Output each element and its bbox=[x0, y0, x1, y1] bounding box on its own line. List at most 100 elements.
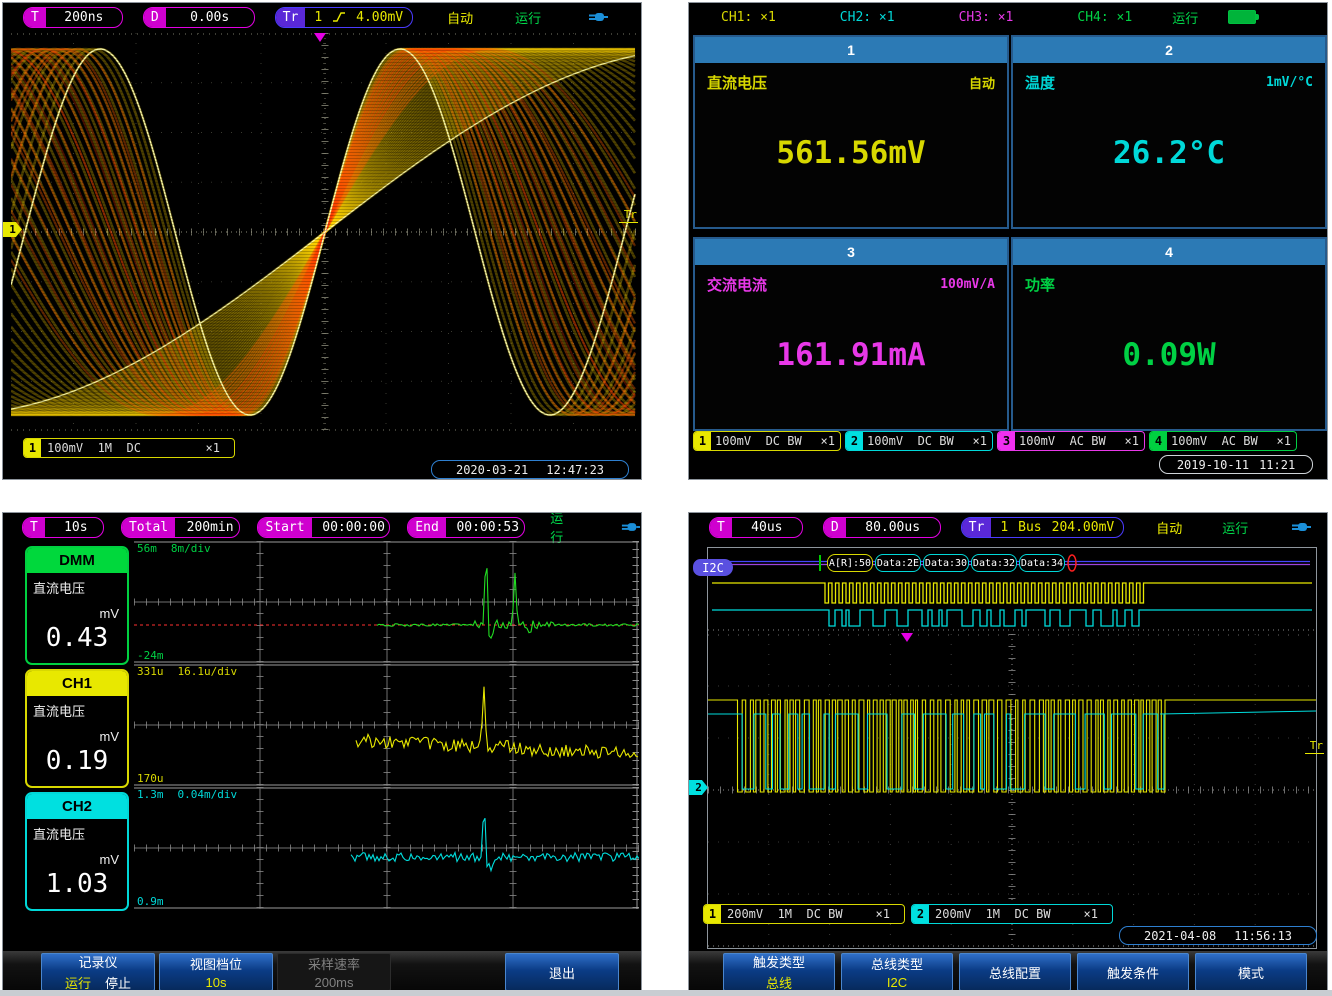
ch2-scale-label: 0.04m/div bbox=[177, 788, 238, 801]
bus-config-button[interactable]: 总线配置 bbox=[959, 953, 1071, 991]
ch1-min-label: 170u bbox=[137, 772, 164, 785]
start-pill[interactable]: Start 00:00:00 bbox=[257, 516, 391, 538]
rising-edge-icon bbox=[333, 12, 346, 22]
scope-screen-waveform: T 200ns D 0.00s Tr 1 4.00mV 自动 运行 bbox=[2, 2, 642, 480]
q4-time: 11:56:13 bbox=[1234, 928, 1293, 943]
acquire-mode: 自动 bbox=[1156, 521, 1183, 537]
ch2-function: 直流电压 bbox=[33, 827, 86, 842]
bus-type-button[interactable]: 总线类型 I2C bbox=[841, 953, 953, 991]
trigger-position-marker[interactable] bbox=[901, 633, 913, 642]
power-plug-icon bbox=[621, 523, 641, 531]
recorder-stop-option[interactable]: 停止 bbox=[105, 976, 132, 991]
panel4-function: 功率 bbox=[1025, 277, 1056, 294]
q4-header: T 40us D 80.00us Tr 1 Bus 204.00mV 自动 运行 bbox=[689, 513, 1327, 541]
exit-label: 退出 bbox=[548, 965, 575, 981]
bus-name-badge[interactable]: I2C bbox=[693, 559, 733, 576]
ch1-settings-pill[interactable]: 1 100mV 1M DC ×1 bbox=[23, 438, 235, 458]
ch1-probe: ×1 bbox=[820, 434, 835, 448]
mode-button[interactable]: 模式 bbox=[1195, 953, 1307, 991]
q3-softkey-bar: 记录仪 运行 停止 视图档位 10s 采样速率 200ms 退出 bbox=[3, 951, 641, 995]
q2-header: CH1: ×1 CH2: ×1 CH3: ×1 CH4: ×1 运行 bbox=[689, 3, 1327, 31]
q1-header: T 200ns D 0.00s Tr 1 4.00mV 自动 运行 bbox=[3, 3, 641, 31]
trigger-level-marker[interactable]: Tr bbox=[618, 208, 638, 223]
ch3-scale-label: CH3: ×1 bbox=[958, 9, 1014, 25]
ch1-scale-label: CH1: ×1 bbox=[721, 9, 776, 25]
end-pill[interactable]: End 00:00:53 bbox=[407, 516, 526, 538]
ch1-function: 直流电压 bbox=[33, 704, 86, 719]
timebase-tag: T bbox=[24, 7, 46, 27]
recorder-button[interactable]: 记录仪 运行 停止 bbox=[41, 953, 155, 991]
ch2-card: CH2 直流电压 mV 1.03 bbox=[25, 792, 129, 911]
dmm-value: 0.43 bbox=[45, 623, 109, 653]
end-tag: End bbox=[408, 517, 446, 537]
ch1-number: 1 bbox=[24, 439, 41, 457]
ch3-info: 100mV AC BW bbox=[1019, 434, 1106, 448]
view-scale-value: 10s bbox=[205, 975, 227, 990]
ch1-scale-label: 16.1u/div bbox=[177, 665, 238, 678]
trigger-condition-button[interactable]: 触发条件 bbox=[1077, 953, 1189, 991]
run-status: 运行 bbox=[550, 512, 564, 545]
bus-config-label: 总线配置 bbox=[988, 965, 1041, 981]
trigger-tag: Tr bbox=[275, 7, 306, 27]
meter-screen: CH1: ×1 CH2: ×1 CH3: ×1 CH4: ×1 运行 1 直流电… bbox=[688, 2, 1328, 480]
total-pill[interactable]: Total 200min bbox=[120, 516, 241, 538]
ch4-info: 100mV AC BW bbox=[1171, 434, 1258, 448]
trigger-source: 1 bbox=[1000, 519, 1009, 535]
q4-graticule bbox=[707, 547, 1317, 949]
battery-icon bbox=[1228, 10, 1260, 24]
q4-datetime: 2021-04-08 11:56:13 bbox=[1119, 926, 1317, 945]
end-value: 00:00:53 bbox=[456, 519, 520, 535]
bus-type-value: I2C bbox=[886, 975, 908, 990]
ch1-card-title: CH1 bbox=[27, 671, 127, 696]
ch2-level-marker[interactable]: 2 bbox=[689, 780, 708, 795]
timebase-pill[interactable]: T 200ns bbox=[23, 6, 123, 28]
ch2-graph: 1.3m 0.04m/div 0.9m bbox=[134, 787, 639, 909]
delay-pill[interactable]: D 80.00us bbox=[822, 516, 941, 538]
ch4-settings-pill[interactable]: 4 100mV AC BW ×1 bbox=[1149, 431, 1297, 451]
dmm-unit: mV bbox=[99, 606, 120, 621]
ch2-settings-pill[interactable]: 2 100mV DC BW ×1 bbox=[845, 431, 993, 451]
trigger-pill[interactable]: Tr 1 4.00mV bbox=[274, 6, 414, 28]
q1-date: 2020-03-21 bbox=[455, 462, 529, 477]
trigger-position-marker[interactable] bbox=[314, 33, 326, 42]
recorder-run-option[interactable]: 运行 bbox=[64, 976, 91, 991]
timebase-pill[interactable]: T 40us bbox=[709, 516, 803, 538]
q2-date: 2019-10-11 bbox=[1176, 457, 1250, 472]
timebase-value: 200ns bbox=[64, 9, 104, 25]
view-scale-button[interactable]: 视图档位 10s bbox=[159, 953, 273, 991]
ch1-probe: ×1 bbox=[205, 441, 220, 455]
ch1-settings-pill[interactable]: 1 100mV DC BW ×1 bbox=[693, 431, 841, 451]
ch3-settings-pill[interactable]: 3 100mV AC BW ×1 bbox=[997, 431, 1145, 451]
ch2-info: 100mV DC BW bbox=[867, 434, 954, 448]
ch1-level-marker[interactable]: 1 bbox=[3, 222, 22, 237]
ch1-info: 100mV DC BW bbox=[715, 434, 802, 448]
view-scale-label: 视图档位 bbox=[189, 957, 242, 972]
panel1-reading: 561.56mV bbox=[776, 135, 926, 171]
interval-tag: T bbox=[23, 517, 45, 537]
panel2-number: 2 bbox=[1013, 37, 1325, 63]
panel1-function: 直流电压 bbox=[707, 75, 768, 92]
bezel-strip bbox=[0, 990, 1332, 996]
interval-pill[interactable]: T 10s bbox=[22, 516, 104, 538]
q1-time: 12:47:23 bbox=[546, 462, 605, 477]
ch2-settings-pill[interactable]: 2 200mV 1M DC BW ×1 bbox=[911, 904, 1113, 924]
trigger-level: 204.00mV bbox=[1051, 519, 1115, 535]
bus-waveforms bbox=[708, 554, 1316, 947]
trigger-level: 4.00mV bbox=[356, 9, 404, 25]
sample-rate-button: 采样速率 200ms bbox=[277, 953, 391, 991]
ch1-settings-pill[interactable]: 1 200mV 1M DC BW ×1 bbox=[703, 904, 905, 924]
ch3-probe: ×1 bbox=[1124, 434, 1139, 448]
power-plug-icon bbox=[1292, 523, 1312, 531]
delay-pill[interactable]: D 0.00s bbox=[142, 6, 255, 28]
q4-softkey-bar: 触发类型 总线 总线类型 I2C 总线配置 触发条件 模式 bbox=[689, 951, 1327, 995]
start-tag: Start bbox=[258, 517, 312, 537]
trigger-type-button[interactable]: 触发类型 总线 bbox=[723, 953, 835, 991]
bus-type-label: 总线类型 bbox=[870, 957, 923, 972]
trigger-pill[interactable]: Tr 1 Bus 204.00mV bbox=[960, 516, 1125, 538]
dmm-function: 直流电压 bbox=[33, 581, 86, 596]
panel4-number: 4 bbox=[1013, 239, 1325, 265]
exit-button[interactable]: 退出 bbox=[505, 953, 619, 991]
timebase-value: 40us bbox=[751, 519, 783, 535]
trigger-level-marker[interactable]: Tr bbox=[1304, 739, 1324, 754]
total-tag: Total bbox=[121, 517, 176, 537]
